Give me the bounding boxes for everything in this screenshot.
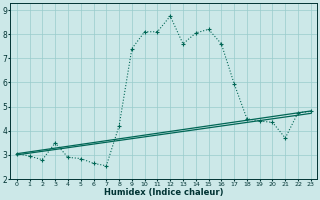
X-axis label: Humidex (Indice chaleur): Humidex (Indice chaleur): [104, 188, 224, 197]
